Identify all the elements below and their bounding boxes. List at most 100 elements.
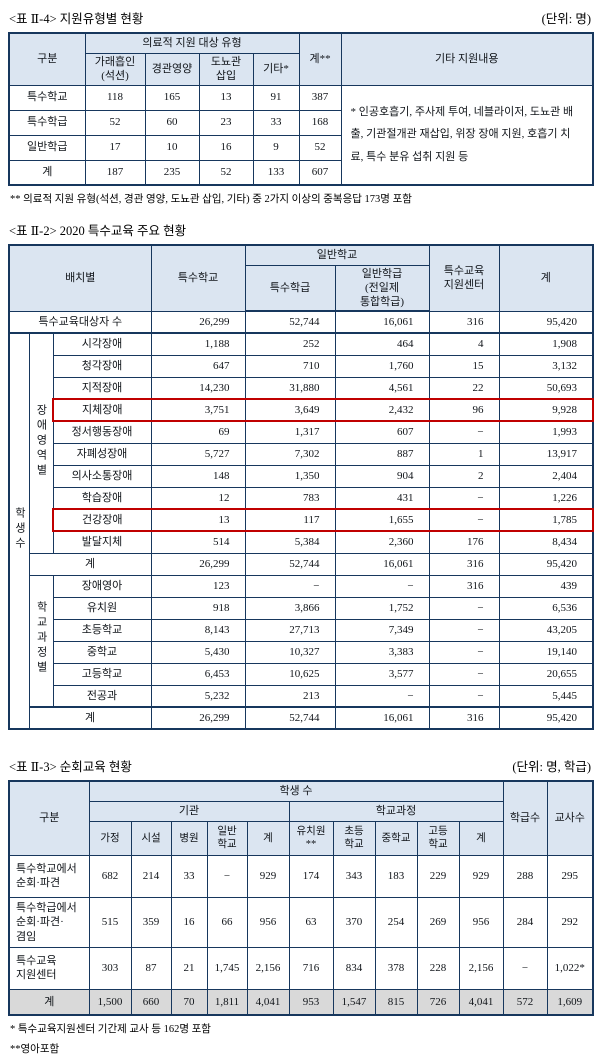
value-cell: 929 bbox=[458, 854, 504, 898]
value-cell: 316 bbox=[428, 310, 500, 335]
value-cell: − bbox=[428, 640, 500, 664]
value-cell: 1,785 bbox=[498, 508, 595, 533]
table-row: 중학교 5,430 10,327 3,383 − 19,140 bbox=[9, 640, 594, 664]
value-cell: 387 bbox=[298, 84, 342, 111]
row-label: 건강장애 bbox=[51, 508, 152, 533]
table-row: 의사소통장애 148 1,350 904 2 2,404 bbox=[9, 464, 594, 488]
table-row-highlighted: 지체장애 3,751 3,649 2,432 96 9,928 bbox=[9, 398, 595, 423]
table-header-row: 기관 학교과정 bbox=[9, 800, 593, 822]
value-cell: 439 bbox=[498, 574, 594, 598]
header-cell-batch: 배치별 bbox=[8, 244, 152, 312]
table-row: 지적장애 14,230 31,880 4,561 22 50,693 bbox=[9, 376, 594, 400]
header-cell-gubun: 구분 bbox=[8, 780, 90, 856]
row-label: 계 bbox=[28, 706, 152, 730]
value-cell: 12 bbox=[150, 486, 246, 510]
value-cell: 2,404 bbox=[498, 464, 594, 488]
value-cell: 66 bbox=[206, 896, 248, 948]
value-cell: 647 bbox=[150, 354, 246, 378]
value-cell: 26,299 bbox=[150, 552, 246, 576]
value-cell: 183 bbox=[374, 854, 418, 898]
header-cell: 가정 bbox=[88, 820, 132, 856]
value-cell: 31,880 bbox=[244, 376, 336, 400]
value-cell: 148 bbox=[150, 464, 246, 488]
value-cell: − bbox=[428, 486, 500, 510]
value-cell: 2,360 bbox=[334, 530, 430, 554]
table-row: 특수교육 지원센터 303 87 21 1,745 2,156 716 834 … bbox=[8, 946, 594, 990]
value-cell: 956 bbox=[458, 896, 504, 948]
value-cell: 378 bbox=[374, 946, 418, 990]
value-cell: 4 bbox=[428, 332, 500, 356]
row-label: 자폐성장애 bbox=[52, 442, 152, 466]
value-cell: 316 bbox=[428, 574, 500, 598]
value-cell: 33 bbox=[252, 109, 300, 136]
value-cell: 133 bbox=[252, 159, 300, 186]
header-cell-total: 계** bbox=[298, 32, 342, 86]
value-cell: 887 bbox=[334, 442, 430, 466]
header-cell: 시설 bbox=[130, 820, 172, 856]
row-label: 중학교 bbox=[52, 640, 152, 664]
table-total-row: 계 26,299 52,744 16,061 316 95,420 bbox=[9, 706, 594, 730]
table1-unit-label: (단위: 명) bbox=[541, 12, 591, 26]
value-cell: 16,061 bbox=[334, 706, 430, 730]
value-cell: − bbox=[428, 596, 500, 620]
value-cell: 20,655 bbox=[498, 662, 594, 686]
row-label: 유치원 bbox=[52, 596, 152, 620]
value-cell: 1,752 bbox=[334, 596, 430, 620]
table-row: 일반학급 17 10 16 9 52 bbox=[8, 134, 593, 161]
header-cell-gubun: 구분 bbox=[8, 32, 86, 86]
value-cell: 52 bbox=[298, 134, 342, 161]
value-cell: 5,232 bbox=[150, 684, 246, 708]
value-cell: 464 bbox=[334, 332, 430, 356]
row-label: 지적장애 bbox=[52, 376, 152, 400]
value-cell: 87 bbox=[130, 946, 172, 990]
value-cell: 572 bbox=[502, 988, 548, 1016]
value-cell: 52 bbox=[198, 159, 254, 186]
value-cell: 123 bbox=[150, 574, 246, 598]
value-cell: − bbox=[334, 684, 430, 708]
value-cell: 1,317 bbox=[244, 420, 336, 444]
row-label: 계 bbox=[28, 552, 152, 576]
value-cell: − bbox=[428, 508, 500, 533]
value-cell: 1,908 bbox=[498, 332, 594, 356]
row-label: 의사소통장애 bbox=[52, 464, 152, 488]
header-cell-institution: 기관 bbox=[88, 800, 290, 822]
value-cell: 953 bbox=[288, 988, 334, 1016]
value-cell: 252 bbox=[244, 332, 336, 356]
value-cell: 1,547 bbox=[332, 988, 376, 1016]
value-cell: − bbox=[206, 854, 248, 898]
row-label: 계 bbox=[8, 988, 90, 1016]
table-row: 발달지체 514 5,384 2,360 176 8,434 bbox=[9, 530, 594, 554]
value-cell: 2,156 bbox=[458, 946, 504, 990]
value-cell: 95,420 bbox=[498, 310, 594, 335]
value-cell: − bbox=[428, 420, 500, 444]
value-cell: 9,928 bbox=[498, 398, 595, 423]
value-cell: 17 bbox=[84, 134, 146, 161]
header-cell-support-center: 특수교육 지원센터 bbox=[428, 244, 500, 312]
value-cell: 10,327 bbox=[244, 640, 336, 664]
value-cell: − bbox=[428, 684, 500, 708]
value-cell: 19,140 bbox=[498, 640, 594, 664]
row-label: 지체장애 bbox=[51, 398, 152, 423]
value-cell: 288 bbox=[502, 854, 548, 898]
value-cell: 22 bbox=[428, 376, 500, 400]
table-row: 자폐성장애 5,727 7,302 887 1 13,917 bbox=[9, 442, 594, 466]
value-cell: 33 bbox=[170, 854, 208, 898]
row-label: 특수학급 bbox=[8, 109, 86, 136]
value-cell: 1,609 bbox=[546, 988, 594, 1016]
value-cell: 431 bbox=[334, 486, 430, 510]
support-type-table: 구분 의료적 지원 대상 유형 계** 기타 지원내용 가래흡인 (석션) 경관… bbox=[8, 32, 595, 186]
header-cell-special-class: 특수학급 bbox=[244, 264, 336, 313]
value-cell: 70 bbox=[170, 988, 208, 1016]
value-cell: 710 bbox=[244, 354, 336, 378]
value-cell: 10 bbox=[144, 134, 200, 161]
table-row: 학생수 장애영역별 시각장애 1,188 252 464 4 1,908 bbox=[8, 332, 594, 730]
table1-titlebar: <표 Ⅱ-4> 지원유형별 현황 (단위: 명) bbox=[9, 8, 591, 27]
value-cell: 918 bbox=[150, 596, 246, 620]
value-cell: 5,430 bbox=[150, 640, 246, 664]
value-cell: − bbox=[244, 574, 336, 598]
value-cell: 343 bbox=[332, 854, 376, 898]
table-total-row: 계 187 235 52 133 607 bbox=[8, 159, 593, 186]
other-support-content: * 인공호흡기, 주사제 투여, 네블라이저, 도뇨관 배출, 기관절개관 재삽… bbox=[340, 84, 594, 186]
itinerant-education-table: 구분 학생 수 학급수 교사수 기관 학교과정 가정 시설 병원 일반 학교 계… bbox=[8, 780, 594, 1017]
value-cell: 1,811 bbox=[206, 988, 248, 1016]
